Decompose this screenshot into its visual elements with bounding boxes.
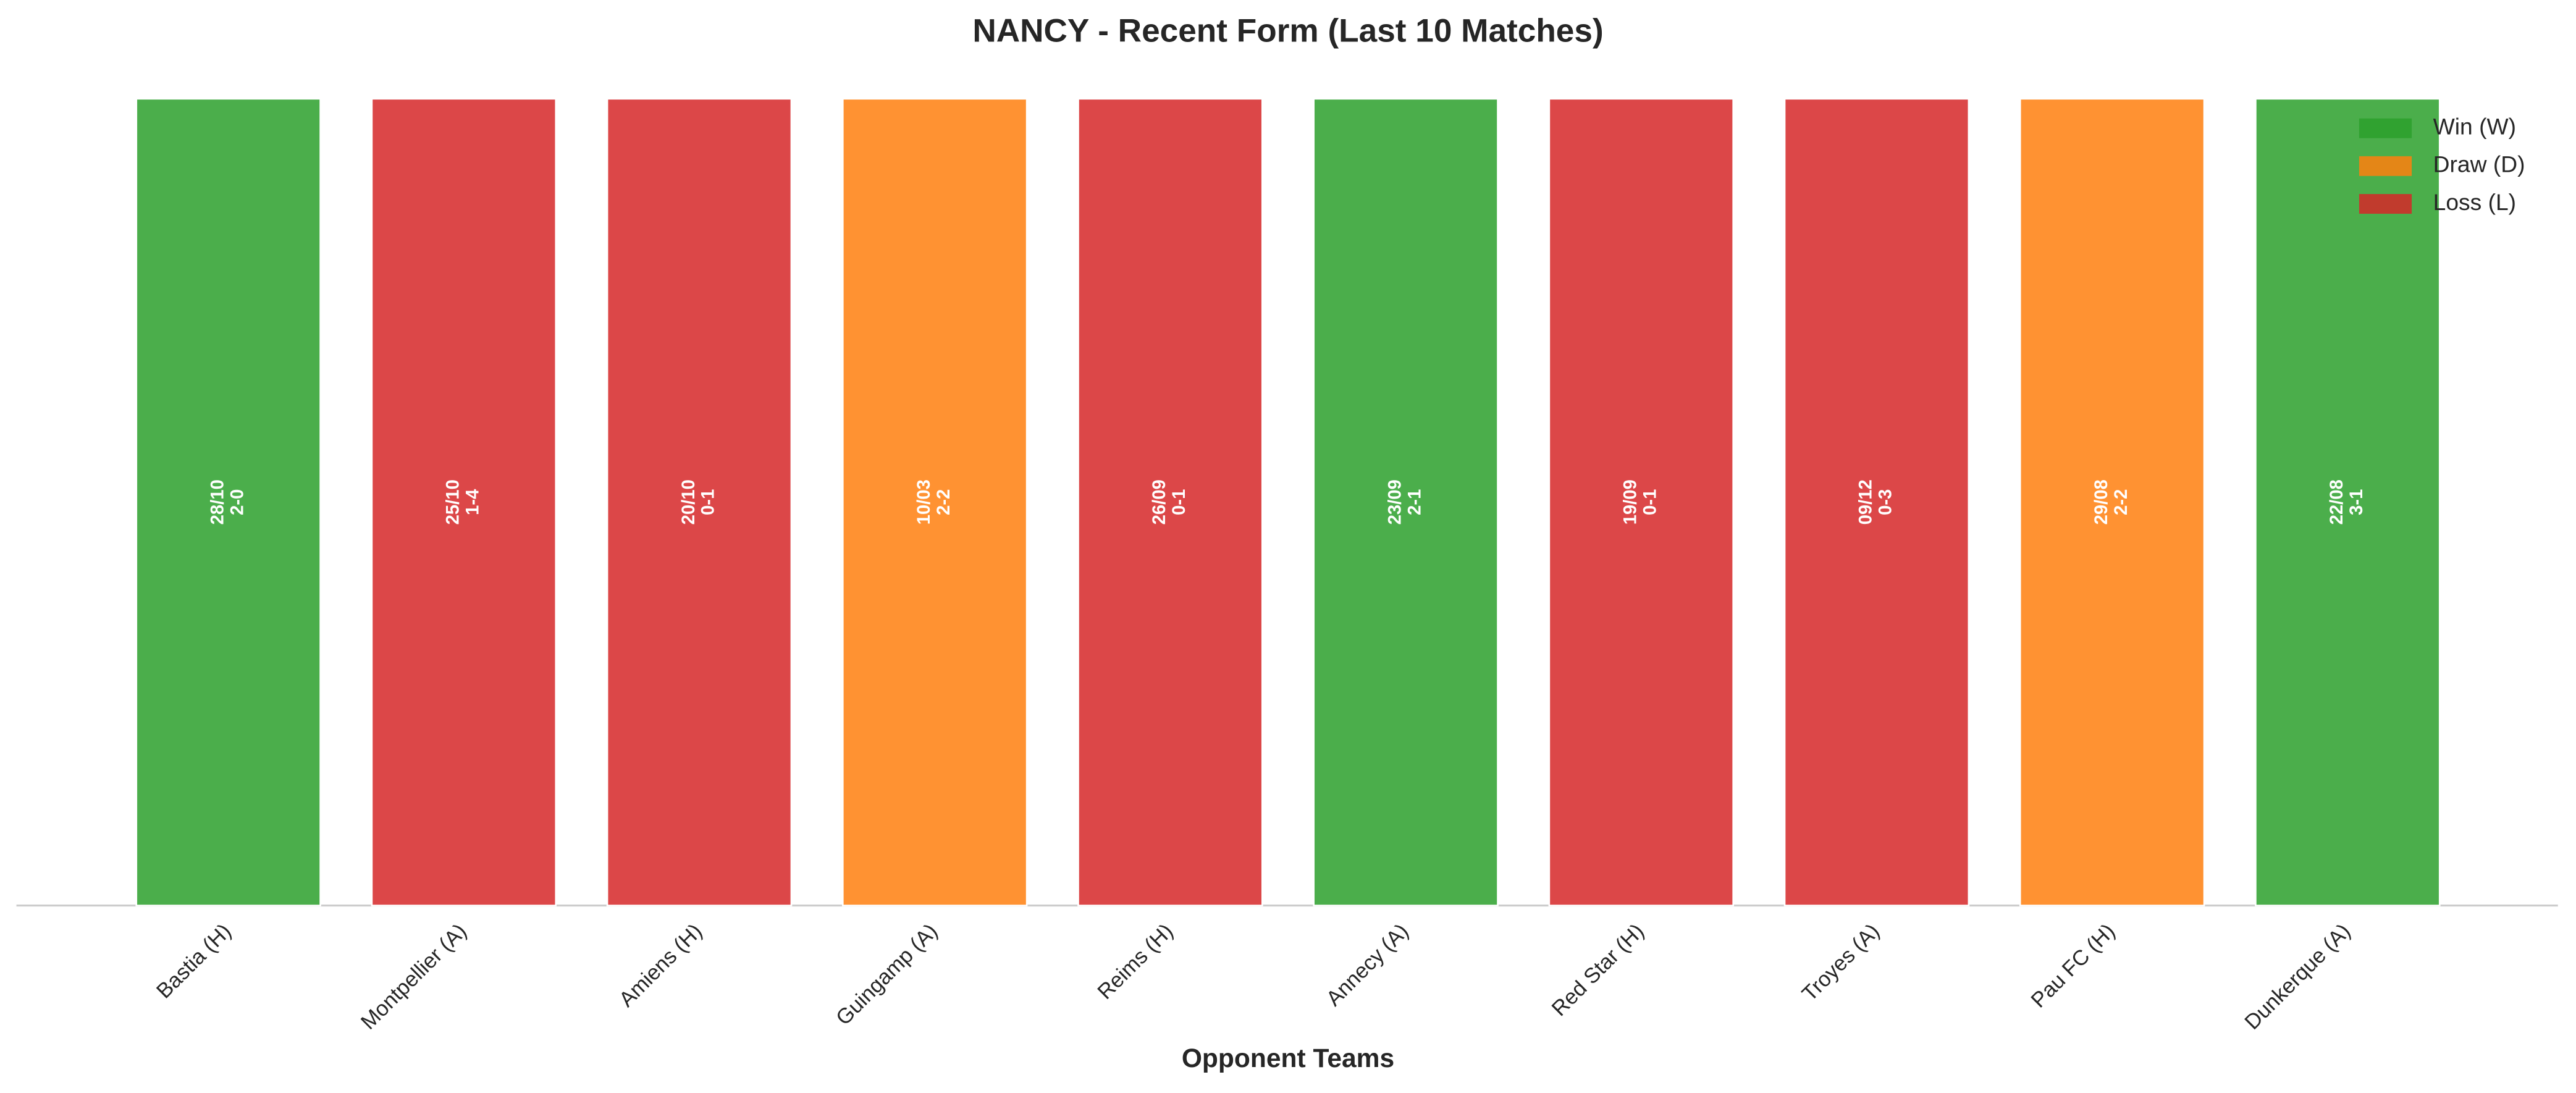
legend-swatch [2359,194,2412,214]
bar [606,98,793,906]
bar-date-label: 28/10 [208,479,227,525]
legend-label: Loss (L) [2433,189,2516,215]
bar-score-label: 0-1 [1640,489,1660,515]
bar-score-label: 1-4 [463,489,483,515]
x-axis-title: Opponent Teams [1182,1044,1394,1073]
x-tick-label: Reims (H) [1093,919,1178,1004]
x-tick-label: Amiens (H) [615,919,707,1011]
bar [1313,98,1499,906]
x-tick-label: Montpellier (A) [356,919,471,1034]
bar [841,98,1028,906]
bar-date-label: 19/09 [1621,479,1641,525]
bar-date-label: 29/08 [2092,479,2111,525]
bar [371,98,557,906]
bar-score-label: 2-0 [227,489,247,515]
bar [135,98,321,906]
x-tick-label: Troyes (A) [1798,919,1884,1006]
bar-score-label: 2-1 [1405,489,1425,515]
bar-score-label: 0-1 [1169,489,1189,515]
x-tick-label: Dunkerque (A) [2241,919,2355,1034]
bar [1783,98,1970,906]
bar-score-label: 0-1 [699,489,718,515]
x-tick-label: Pau FC (H) [2027,919,2119,1012]
bar-date-label: 25/10 [444,479,463,525]
bar [2255,98,2441,906]
bar [1548,98,1735,906]
legend-label: Draw (D) [2433,151,2525,177]
bar-score-label: 2-2 [934,489,954,515]
legend-swatch [2359,118,2412,138]
bar-date-label: 22/08 [2327,479,2347,525]
x-tick-label: Annecy (A) [1322,919,1413,1011]
x-tick-label: Guingamp (A) [831,919,942,1030]
bar-score-label: 0-3 [1876,489,1896,515]
legend-swatch [2359,156,2412,176]
bar-date-label: 09/12 [1856,479,1876,525]
bar-date-label: 20/10 [679,479,699,525]
bar [2019,98,2205,906]
bar [1077,98,1263,906]
bar-score-label: 2-2 [2111,489,2131,515]
bar-score-label: 3-1 [2347,489,2367,515]
bar-date-label: 10/03 [914,479,934,525]
legend-label: Win (W) [2433,114,2516,140]
chart-title: NANCY - Recent Form (Last 10 Matches) [972,12,1603,49]
bar-date-label: 23/09 [1385,479,1405,525]
x-tick-label: Bastia (H) [152,919,236,1003]
bar-date-label: 26/09 [1150,479,1169,525]
x-tick-label: Red Star (H) [1547,919,1649,1021]
